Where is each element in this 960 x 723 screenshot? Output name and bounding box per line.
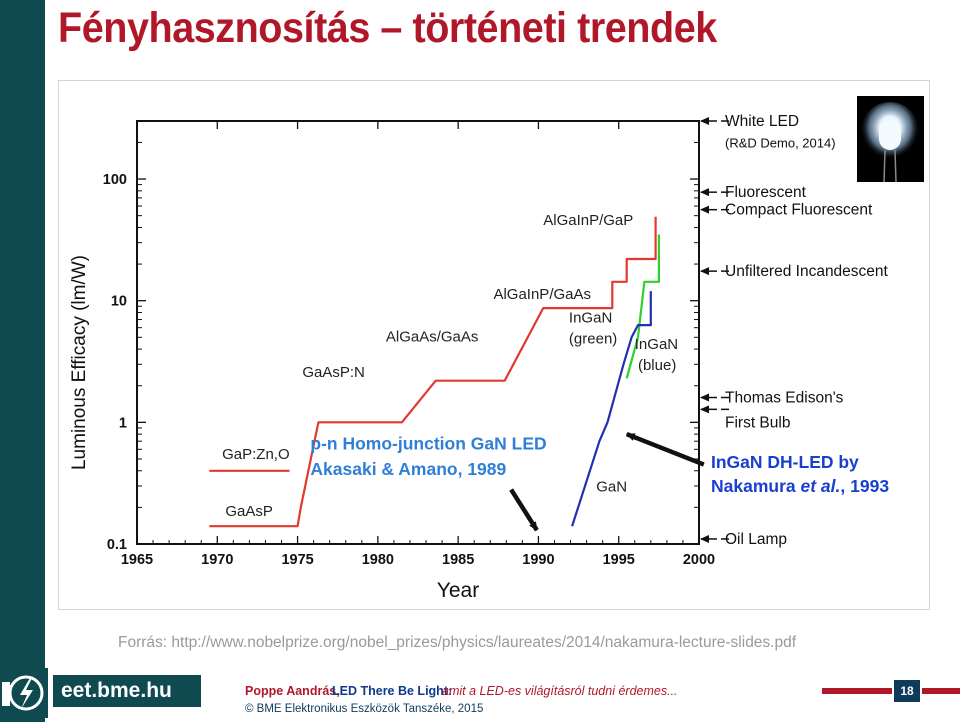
y-tick-label: 1: [119, 415, 127, 431]
callout-year: , 1993: [840, 476, 889, 496]
y-tick-label: 100: [103, 172, 127, 188]
x-tick-label: 1985: [442, 552, 474, 568]
annotation-label: p-n Homo-junction GaN LED: [310, 433, 546, 453]
reference-label: Fluorescent: [725, 184, 807, 201]
reference-label: Thomas Edison's: [725, 390, 844, 407]
callout-name: Nakamura: [711, 476, 801, 496]
footer-brand: eet.bme.hu: [53, 675, 201, 707]
reference-label: White LED: [725, 113, 799, 130]
left-accent-bar: [0, 0, 45, 722]
series-line-red-leds: [209, 216, 657, 528]
reference-label: Unfiltered Incandescent: [725, 263, 889, 280]
annotation-label: Akasaki & Amano, 1989: [310, 459, 506, 479]
reference-label: First Bulb: [725, 414, 790, 431]
slide-title: Fényhasznosítás – történeti trendek: [58, 4, 717, 52]
figure-frame: 1965 1970 1975 1980 1985 1990 1995 2000 0.1 1 10 10…: [58, 80, 930, 610]
series-line-ingan-blue: [571, 291, 652, 527]
series-line-ingan-green: [625, 234, 661, 379]
annotation-label: GaP:Zn,O: [222, 446, 290, 463]
annotation-label: AlGaInP/GaAs: [493, 286, 591, 303]
source-citation: Forrás: http://www.nobelprize.org/nobel_…: [118, 634, 797, 651]
pointer-arrow: [625, 432, 705, 467]
x-axis-label: Year: [437, 579, 479, 602]
x-tick-label: 2000: [683, 552, 715, 568]
y-tick-label: 0.1: [107, 537, 127, 553]
reference-label: (R&D Demo, 2014): [725, 135, 836, 150]
callout-line-1: InGaN DH-LED by: [711, 452, 859, 472]
annotation-label: AlGaAs/GaAs: [386, 329, 479, 346]
plot-border: [136, 120, 700, 545]
annotation-label: GaAsP: [225, 503, 273, 520]
footer-divider-right: [922, 688, 960, 694]
footer-talk-subtitle: amit a LED-es világításról tudni érdemes…: [442, 684, 678, 698]
annotation-label: InGaN: [635, 336, 678, 353]
footer-talk-title: LED There Be Light:: [332, 684, 453, 698]
annotation-label: InGaN: [569, 310, 612, 327]
callout-et-al: et al.: [801, 476, 841, 496]
x-tick-label: 1975: [281, 552, 313, 568]
annotation-label: GaN: [596, 479, 627, 496]
footer-divider-left: [822, 688, 892, 694]
x-tick-label: 1980: [362, 552, 394, 568]
reference-label: Compact Fluorescent: [725, 202, 873, 219]
x-tick-label: 1970: [201, 552, 233, 568]
x-tick-label: 1965: [121, 552, 153, 568]
annotation-label: (blue): [638, 357, 676, 374]
x-tick-label: 1995: [603, 552, 635, 568]
efficacy-chart: 1965 1970 1975 1980 1985 1990 1995 2000 0.1 1 10 10…: [69, 113, 889, 602]
footer-author: Poppe Aandrás,: [245, 684, 340, 698]
footer-copyright: © BME Elektronikus Eszközök Tanszéke, 20…: [245, 703, 484, 715]
page-number: 18: [894, 680, 920, 702]
x-tick-label: 1990: [522, 552, 554, 568]
annotation-label: GaAsP:N: [302, 364, 365, 381]
y-tick-label: 10: [111, 294, 127, 310]
white-led-photo: [857, 96, 924, 182]
pointer-arrow: [509, 488, 539, 532]
annotation-label: (green): [569, 330, 617, 347]
annotation-label: AlGaInP/GaP: [543, 212, 633, 229]
bme-logo: [0, 668, 48, 718]
callout-line-2: Nakamura et al., 1993: [711, 476, 889, 496]
reference-label: Oil Lamp: [725, 531, 787, 548]
y-axis-label: Luminous Efficacy (lm/W): [69, 255, 90, 470]
